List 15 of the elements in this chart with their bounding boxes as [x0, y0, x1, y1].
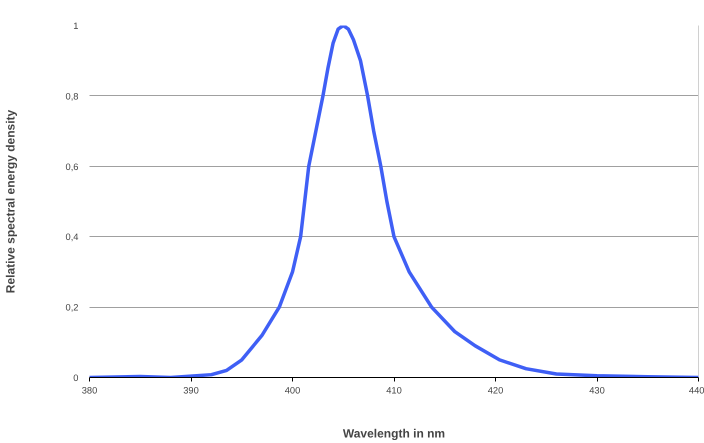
x-tick-label: 380: [82, 386, 98, 396]
y-axis-title: Relative spectral energy density: [4, 109, 18, 294]
y-tick-label: 1: [73, 21, 79, 31]
x-tick-label: 440: [688, 386, 704, 396]
x-tick-label: 400: [284, 386, 300, 396]
y-tick-label: 0,8: [66, 91, 78, 102]
y-tick-label: 0,6: [66, 162, 78, 172]
y-tick-label: 0,4: [66, 232, 78, 242]
x-tick-label: 390: [183, 386, 199, 396]
y-tick-label: 0,2: [66, 302, 78, 313]
y-tick-label: 0: [73, 373, 79, 383]
x-axis-title: Wavelength in nm: [342, 426, 446, 440]
x-tick-label: 420: [488, 386, 504, 396]
x-tick-label: 430: [589, 386, 605, 396]
x-tick-label: 410: [386, 386, 402, 396]
